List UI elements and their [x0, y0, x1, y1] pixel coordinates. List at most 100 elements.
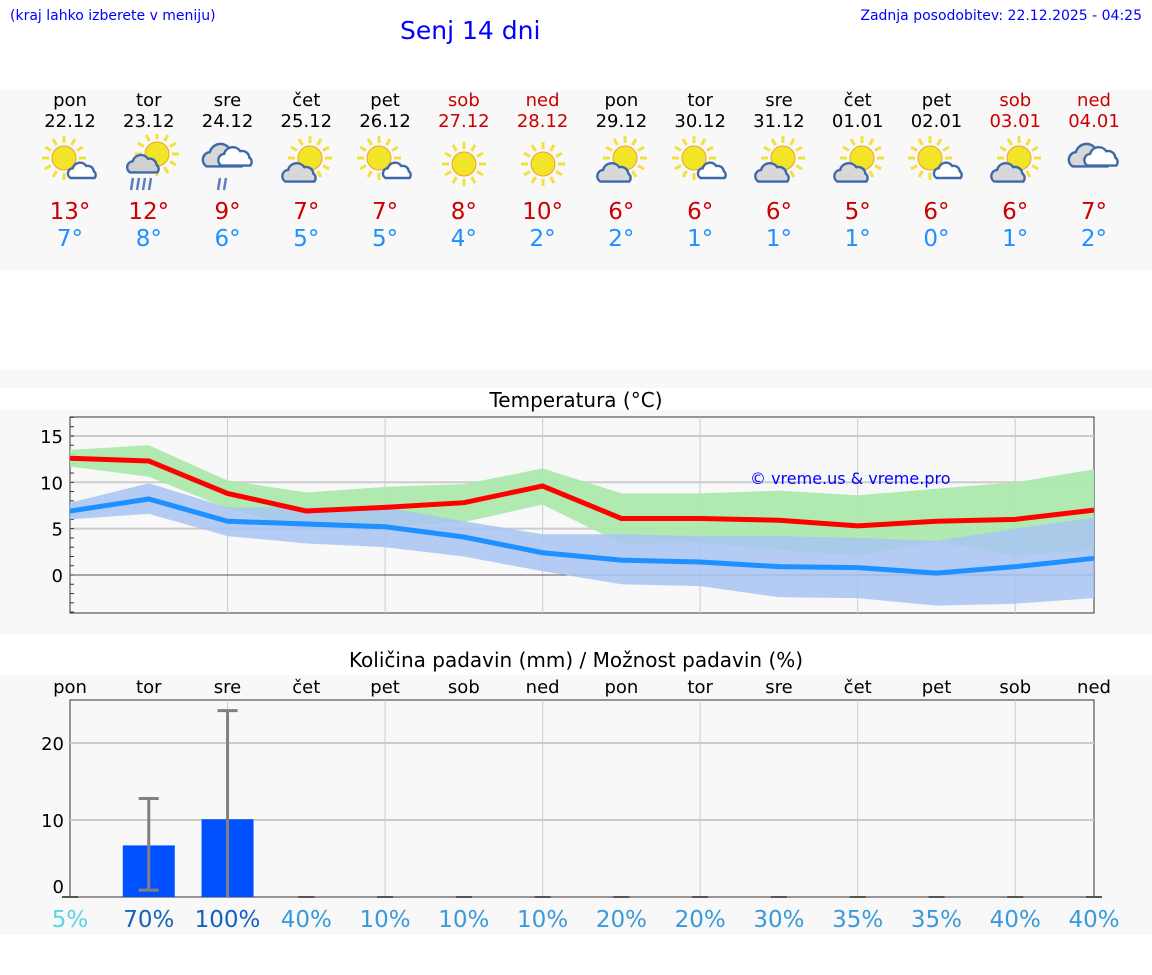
day-header: pet 26.12 — [345, 90, 425, 132]
day-date: 22.12 — [44, 111, 96, 132]
day-label: ned — [1077, 677, 1111, 698]
max-temp-line — [69, 455, 1095, 529]
cloud-sun-icon — [749, 134, 809, 194]
y-tick-label: 20 — [41, 734, 64, 755]
day-header: sre 24.12 — [188, 90, 268, 132]
precip-probability: 35% — [832, 907, 883, 933]
day-date: 29.12 — [595, 111, 648, 132]
sun-small-cloud-icon — [355, 134, 415, 194]
day-label: pon — [53, 677, 87, 698]
day-label: pet — [370, 677, 400, 698]
max-temp: 5° — [844, 199, 871, 225]
max-temp: 7° — [293, 199, 320, 225]
min-temp: 4° — [450, 226, 477, 252]
max-temp: 8° — [450, 199, 477, 225]
precip-probability: 10% — [517, 907, 568, 933]
day-date: 30.12 — [674, 111, 726, 132]
max-temp: 7° — [1080, 199, 1108, 225]
location-hint: (kraj lahko izberete v meniju) — [10, 8, 216, 24]
min-temp: 2° — [529, 226, 556, 252]
max-temp: 6° — [687, 199, 714, 225]
min-range-band — [70, 483, 1095, 606]
precipitation-chart-title: Količina padavin (mm) / Možnost padavin … — [0, 648, 1152, 675]
temperature-chart: 15 10 5 0 © vreme.us & vreme.pro — [40, 416, 1095, 614]
precip-probability: 40% — [1068, 907, 1119, 933]
cloud-sun-icon — [985, 134, 1045, 194]
day-date: 23.12 — [123, 111, 175, 132]
y-tick-label: 0 — [52, 566, 63, 587]
day-header: čet 01.01 — [818, 90, 898, 132]
day-header: ned 04.01 — [1054, 90, 1134, 132]
min-temp: 0° — [923, 226, 950, 252]
sun-icon — [434, 134, 494, 194]
day-name: tor — [136, 90, 162, 111]
y-tick-label: 5 — [52, 520, 63, 541]
min-temp-line — [69, 496, 1095, 576]
precip-probability: 5% — [52, 907, 89, 933]
day-label: tor — [136, 677, 162, 698]
precip-probability: 20% — [675, 907, 726, 933]
max-temp: 6° — [1002, 199, 1029, 225]
day-label: čet — [292, 677, 320, 698]
sun-icon — [513, 134, 573, 194]
day-date: 02.01 — [910, 111, 963, 132]
max-temp: 6° — [923, 199, 950, 225]
precip-probability: 20% — [596, 907, 647, 933]
day-name: ned — [1077, 90, 1111, 111]
day-header: čet 25.12 — [266, 90, 346, 132]
y-tick-label: 0 — [53, 877, 64, 898]
day-label: čet — [844, 677, 872, 698]
day-label: sre — [214, 677, 241, 698]
day-label: pet — [922, 677, 952, 698]
precip-probability: 30% — [753, 907, 804, 933]
day-header: tor 30.12 — [660, 90, 740, 132]
max-temp: 7° — [372, 199, 399, 225]
day-name: pet — [370, 90, 400, 111]
min-temp: 8° — [135, 226, 162, 252]
day-label: ned — [526, 677, 560, 698]
min-temp: 2° — [1080, 226, 1108, 252]
precip-probability: 10% — [438, 907, 489, 933]
day-name: čet — [843, 90, 872, 111]
cloud-sun-icon — [276, 134, 336, 194]
day-name: pon — [53, 90, 87, 111]
min-temp: 7° — [56, 226, 84, 252]
day-date: 03.01 — [989, 111, 1041, 132]
day-name: čet — [292, 90, 321, 111]
cloud-sun-icon — [591, 134, 651, 194]
watermark: © vreme.us & vreme.pro — [750, 469, 951, 488]
max-temp: 13° — [49, 199, 91, 225]
day-header: pet 02.01 — [896, 90, 976, 132]
day-name: sre — [213, 90, 242, 111]
min-temp: 5° — [372, 226, 399, 252]
page-title: Senj 14 dni — [400, 16, 541, 45]
min-temp: 1° — [844, 226, 871, 252]
sun-small-cloud-icon — [40, 134, 100, 194]
day-label: sob — [448, 677, 480, 698]
day-label: pon — [604, 677, 638, 698]
min-temp: 1° — [687, 226, 714, 252]
day-date: 24.12 — [201, 111, 254, 132]
day-name: pon — [604, 90, 639, 111]
day-date: 01.01 — [831, 111, 884, 132]
day-date: 26.12 — [359, 111, 411, 132]
precipitation-chart: pon tor sre čet pet sob ned pon tor sre čet pet sob n… — [41, 677, 1119, 933]
max-temp: 6° — [765, 199, 792, 225]
sun-small-cloud-icon — [906, 134, 966, 194]
max-temp: 12° — [128, 199, 170, 225]
max-temp: 9° — [214, 199, 241, 225]
min-temp: 2° — [608, 226, 635, 252]
day-label: sre — [765, 677, 792, 698]
precip-probability: 40% — [990, 907, 1041, 933]
min-temp: 5° — [293, 226, 320, 252]
precip-probability: 100% — [195, 907, 261, 933]
day-name: pet — [921, 90, 952, 111]
max-temp: 6° — [608, 199, 635, 225]
cloudy-rain-icon — [198, 134, 258, 194]
day-date: 25.12 — [280, 111, 333, 132]
day-header: sob 03.01 — [975, 90, 1055, 132]
day-header: sre 31.12 — [739, 90, 819, 132]
day-date: 27.12 — [438, 111, 490, 132]
precip-probability: 40% — [281, 907, 332, 933]
precip-probability: 35% — [911, 907, 962, 933]
